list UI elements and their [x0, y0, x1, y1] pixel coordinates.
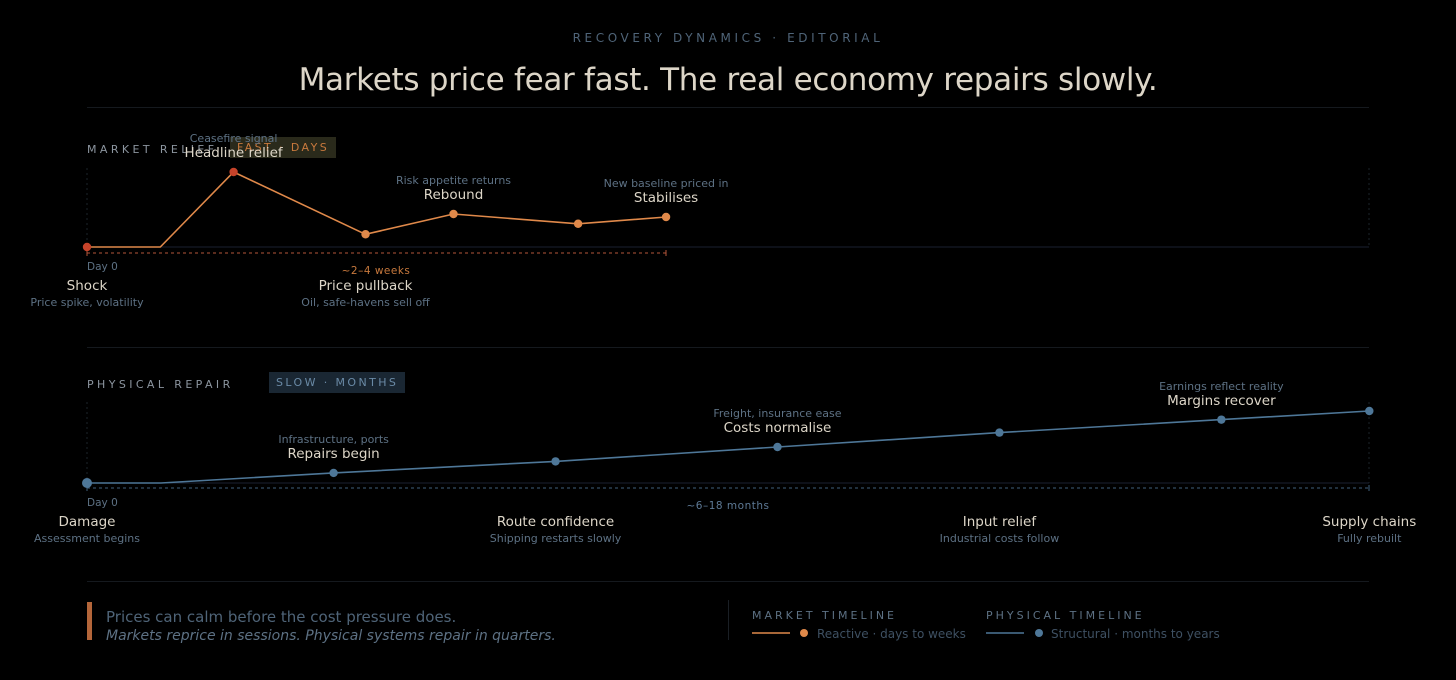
point-annotation-top: Freight, insurance ease [713, 407, 842, 420]
point-label: Stabilises [633, 190, 699, 206]
point-label: Supply chains [1322, 514, 1417, 530]
point-label: Rebound [423, 187, 484, 203]
data-point [229, 167, 238, 177]
point-annotation-sub: Fully rebuilt [1337, 532, 1402, 545]
data-point [361, 230, 370, 239]
legend-market-title: MARKET TIMELINE [752, 609, 897, 622]
point-annotation-top: Infrastructure, ports [278, 432, 389, 446]
legend-market-text: Reactive · days to weeks [817, 627, 966, 641]
data-point [1217, 415, 1226, 424]
legend-physical: PHYSICAL TIMELINE [986, 609, 1145, 622]
data-point [773, 442, 782, 452]
footer-accent-bar [87, 602, 92, 640]
point-annotation-top: New baseline priced in [603, 177, 729, 190]
data-point [449, 209, 458, 219]
point-label: Repairs begin [287, 445, 380, 462]
physical-speed-badge: SLOW · MONTHS [269, 372, 406, 393]
point-label: Shock [66, 278, 108, 294]
duration-label: ~6–18 months [686, 500, 770, 512]
section-divider [87, 347, 1369, 348]
physical-section-title: PHYSICAL REPAIR [87, 378, 234, 391]
data-point [661, 212, 671, 222]
data-point [82, 242, 92, 252]
market-speed-badge: FAST · DAYS [230, 137, 337, 158]
point-label: Costs normalise [723, 420, 832, 436]
point-label: Route confidence [496, 514, 615, 530]
point-annotation-sub: Oil, safe-havens sell off [301, 296, 430, 309]
data-point [329, 468, 338, 478]
footer-subline: Markets reprice in sessions. Physical sy… [106, 628, 556, 644]
point-annotation-top: Risk appetite returns [395, 174, 512, 187]
data-point [995, 428, 1004, 437]
point-label: Input relief [962, 514, 1037, 530]
point-annotation-sub: Shipping restarts slowly [489, 532, 622, 545]
data-point [1365, 406, 1374, 416]
point-annotation-sub: Industrial costs follow [939, 532, 1060, 545]
point-label: Headline relief [184, 145, 283, 161]
point-annotation-top: Ceasefire signal [189, 132, 278, 145]
start-label: Day 0 [87, 261, 118, 273]
legend-market: MARKET TIMELINE [752, 609, 897, 622]
point-label: Price pullback [318, 278, 413, 294]
legend-physical-title: PHYSICAL TIMELINE [986, 609, 1145, 622]
data-point [551, 457, 560, 466]
market-section-title: MARKET RELIEF [87, 143, 218, 156]
point-annotation-top: Earnings reflect reality [1159, 379, 1284, 393]
data-point [82, 478, 92, 488]
data-point [573, 219, 583, 228]
point-annotation-sub: Assessment begins [34, 532, 140, 545]
duration-label: ~2–4 weeks [341, 265, 411, 277]
header-divider [87, 107, 1369, 108]
series-line [87, 410, 1370, 484]
page-title: Markets price fear fast. The real econom… [298, 62, 1158, 98]
page-kicker: RECOVERY DYNAMICS · EDITORIAL [572, 31, 884, 45]
footer-divider [87, 581, 1369, 582]
footer-separator [728, 600, 729, 640]
point-annotation-sub: Price spike, volatility [30, 296, 144, 309]
footer-headline: Prices can calm before the cost pressure… [106, 608, 457, 626]
point-label: Damage [58, 514, 116, 530]
legend-physical-text: Structural · months to years [1051, 627, 1220, 641]
point-label: Margins recover [1167, 392, 1276, 409]
start-label: Day 0 [87, 497, 118, 509]
